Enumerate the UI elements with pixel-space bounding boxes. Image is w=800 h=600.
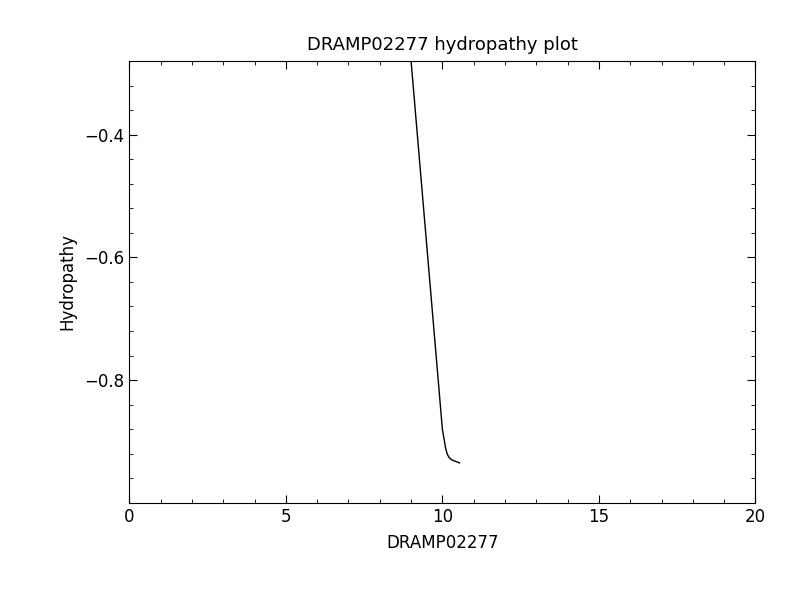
Title: DRAMP02277 hydropathy plot: DRAMP02277 hydropathy plot <box>307 36 578 54</box>
X-axis label: DRAMP02277: DRAMP02277 <box>386 534 498 552</box>
Y-axis label: Hydropathy: Hydropathy <box>58 233 76 331</box>
